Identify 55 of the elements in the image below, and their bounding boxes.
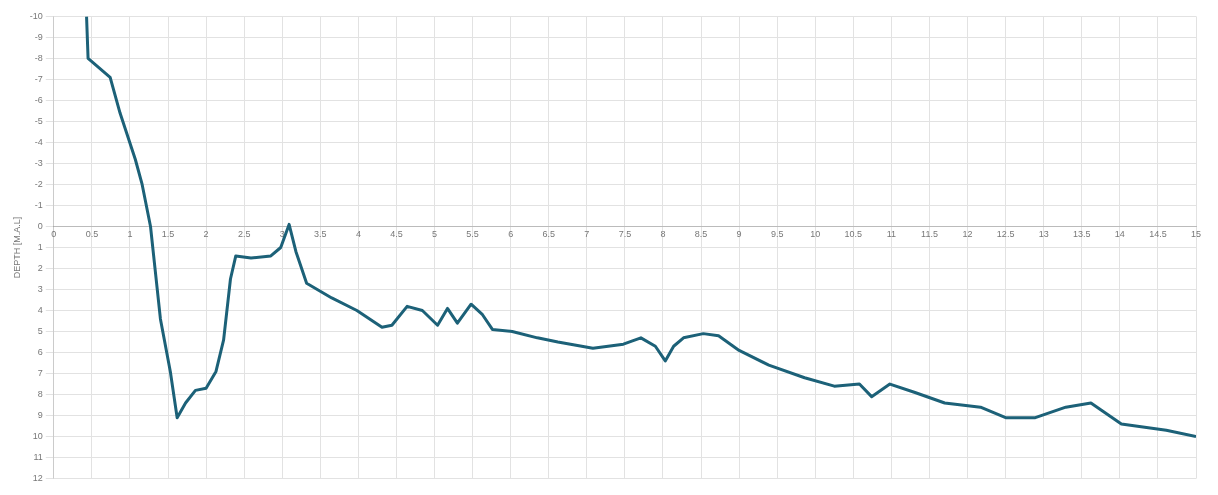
x-tick-label: 6 [508,229,514,240]
y-tick-label: -8 [34,52,43,63]
x-tick-label: 1 [127,229,133,240]
x-tick-label: 13 [1038,229,1049,240]
y-tick-label: -9 [34,31,43,42]
x-tick-label: 2.5 [237,229,251,240]
x-tick-label: 7 [584,229,590,240]
y-tick-label: -3 [34,157,43,168]
y-tick-label: 5 [37,326,43,337]
x-tick-label: 3 [279,229,285,240]
x-tick-label: 10 [810,229,821,240]
x-tick-label: 12.5 [996,229,1015,240]
y-tick-label: 6 [37,347,43,358]
x-tick-label: 10.5 [844,229,863,240]
y-tick-label: 3 [37,284,43,294]
y-tick-label: -4 [34,136,43,147]
y-tick-label: -7 [34,73,43,84]
x-tick-label: 5 [432,229,438,240]
y-tick-label: -10 [29,10,43,21]
y-tick-label: -6 [34,94,43,105]
x-tick-label: 11 [886,229,897,240]
x-tick-label: 5.5 [466,229,479,240]
y-tick-label: 12 [32,473,43,484]
x-tick-label: 14.5 [1149,229,1167,240]
x-tick-label: 0.5 [85,229,99,240]
x-tick-label: 11.5 [921,229,938,240]
y-tick-label: 2 [37,262,43,273]
x-tick-label: 13.5 [1073,229,1091,240]
x-tick-label: 9.5 [770,229,784,240]
y-tick-label: -5 [34,115,43,126]
x-tick-label: 2 [203,229,209,240]
x-tick-label: 4.5 [390,229,403,240]
y-tick-label: 8 [37,389,43,400]
x-tick-label: 3.5 [314,229,327,240]
y-tick-label: -2 [34,178,43,189]
y-tick-label: -1 [34,199,43,210]
x-tick-label: 12 [962,229,973,240]
y-axis-title: DEPTH [M.A.L] [11,216,22,279]
y-tick-label: 7 [37,368,43,379]
x-tick-label: 8.5 [694,229,708,240]
x-tick-label: 14 [1114,229,1125,240]
y-tick-label: 11 [33,452,43,463]
x-tick-label: 1.5 [161,229,175,240]
x-tick-label: 15 [1190,229,1202,240]
x-tick-label: 8 [660,229,666,240]
y-tick-label: 9 [37,410,43,421]
x-tick-label: 7.5 [618,229,632,240]
x-tick-label: 9 [736,229,742,240]
x-tick-label: 4 [355,229,361,240]
y-tick-label: 1 [37,241,43,252]
y-tick-label: 4 [37,305,43,316]
x-tick-label: 0 [51,229,57,240]
x-tick-label: 6.5 [542,229,556,240]
y-tick-label: 10 [32,431,43,442]
y-tick-label: 0 [37,220,43,231]
